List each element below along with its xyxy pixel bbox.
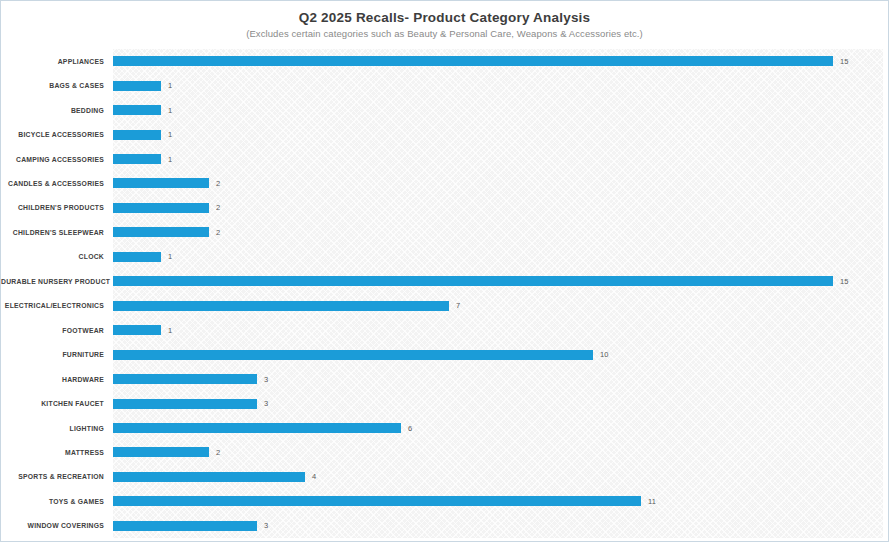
value-label: 1 (168, 252, 172, 261)
chart-window: Q2 2025 Recalls- Product Category Analys… (0, 0, 889, 542)
category-label: LIGHTING (1, 425, 113, 432)
bar-row: TOYS & GAMES 11 (1, 489, 883, 513)
bar-row: CHILDREN'S PRODUCTS 2 (1, 196, 883, 220)
value-label: 6 (408, 424, 412, 433)
bar-row: CAMPING ACCESSORIES 1 (1, 147, 883, 171)
category-label: BAGS & CASES (1, 82, 113, 89)
category-label: HARDWARE (1, 376, 113, 383)
bar (113, 325, 161, 335)
category-label: DURABLE NURSERY PRODUCT (1, 278, 113, 285)
bar (113, 56, 833, 66)
bar (113, 350, 593, 360)
bar (113, 472, 305, 482)
value-label: 10 (600, 350, 609, 359)
bar-row: DURABLE NURSERY PRODUCT 15 (1, 269, 883, 293)
value-label: 3 (264, 399, 268, 408)
bar-row: BAGS & CASES 1 (1, 73, 883, 97)
bar (113, 301, 449, 311)
bar-row: ELECTRICAL/ELECTRONICS 7 (1, 294, 883, 318)
bar-row: FOOTWEAR 1 (1, 318, 883, 342)
category-label: SPORTS & RECREATION (1, 473, 113, 480)
bar (113, 252, 161, 262)
bar (113, 423, 401, 433)
bar-row: BEDDING 1 (1, 98, 883, 122)
bar (113, 276, 833, 286)
category-label: MATTRESS (1, 449, 113, 456)
category-label: KITCHEN FAUCET (1, 400, 113, 407)
bar (113, 374, 257, 384)
bar (113, 521, 257, 531)
chart-subtitle: (Excludes certain categories such as Bea… (1, 28, 888, 39)
value-label: 2 (216, 179, 220, 188)
bar-row: HARDWARE 3 (1, 367, 883, 391)
bar-row: WINDOW COVERINGS 3 (1, 514, 883, 538)
value-label: 15 (840, 57, 849, 66)
bar (113, 227, 209, 237)
bar-row: LIGHTING 6 (1, 416, 883, 440)
bar (113, 178, 209, 188)
value-label: 1 (168, 81, 172, 90)
category-label: APPLIANCES (1, 58, 113, 65)
bar-chart: APPLIANCES15BAGS & CASES1BEDDING1BICYCLE… (1, 49, 883, 538)
value-label: 1 (168, 106, 172, 115)
bar (113, 130, 161, 140)
bar-row: CLOCK 1 (1, 245, 883, 269)
value-label: 7 (456, 301, 460, 310)
bar-row: KITCHEN FAUCET 3 (1, 391, 883, 415)
bar-row: SPORTS & RECREATION 4 (1, 465, 883, 489)
chart-header: Q2 2025 Recalls- Product Category Analys… (1, 1, 888, 39)
bar (113, 447, 209, 457)
bar (113, 399, 257, 409)
bar-row: CANDLES & ACCESSORIES 2 (1, 171, 883, 195)
category-label: WINDOW COVERINGS (1, 522, 113, 529)
bar-row: FURNITURE 10 (1, 342, 883, 366)
value-label: 15 (840, 277, 849, 286)
bar-row: APPLIANCES 15 (1, 49, 883, 73)
category-label: CANDLES & ACCESSORIES (1, 180, 113, 187)
category-label: BEDDING (1, 107, 113, 114)
value-label: 2 (216, 203, 220, 212)
bar (113, 203, 209, 213)
category-label: FOOTWEAR (1, 327, 113, 334)
category-label: ELECTRICAL/ELECTRONICS (1, 302, 113, 309)
category-label: CLOCK (1, 253, 113, 260)
bar-row: BICYCLE ACCESSORIES 1 (1, 122, 883, 146)
value-label: 2 (216, 448, 220, 457)
value-label: 2 (216, 228, 220, 237)
value-label: 3 (264, 521, 268, 530)
category-label: BICYCLE ACCESSORIES (1, 131, 113, 138)
value-label: 4 (312, 472, 316, 481)
category-label: TOYS & GAMES (1, 498, 113, 505)
bar-row: CHILDREN'S SLEEPWEAR 2 (1, 220, 883, 244)
category-label: CHILDREN'S SLEEPWEAR (1, 229, 113, 236)
chart-title: Q2 2025 Recalls- Product Category Analys… (1, 10, 888, 25)
bar-row: MATTRESS 2 (1, 440, 883, 464)
category-label: FURNITURE (1, 351, 113, 358)
value-label: 1 (168, 155, 172, 164)
value-label: 11 (648, 497, 656, 506)
bar (113, 81, 161, 91)
value-label: 1 (168, 326, 172, 335)
category-label: CHILDREN'S PRODUCTS (1, 204, 113, 211)
bar (113, 496, 641, 506)
category-label: CAMPING ACCESSORIES (1, 156, 113, 163)
value-label: 1 (168, 130, 172, 139)
value-label: 3 (264, 375, 268, 384)
bar (113, 105, 161, 115)
bar (113, 154, 161, 164)
